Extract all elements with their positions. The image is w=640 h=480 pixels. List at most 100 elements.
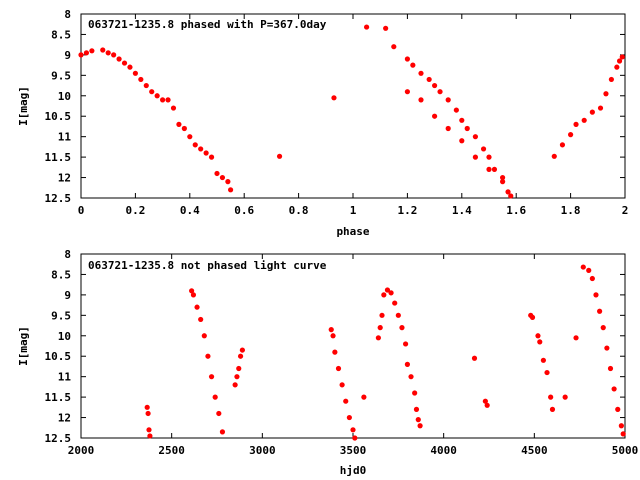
phased-data-point <box>219 174 226 181</box>
phased-ticks: 0 0.2 0.4 0.6 0.8 1 1.2 1.4 1.6 1.8 2 8 8.5 9 9.5 10 10.… <box>45 8 629 217</box>
unphased-data-point <box>335 365 342 372</box>
phased-data-point <box>573 121 579 127</box>
phased-y-tick-label: 9 <box>64 49 71 62</box>
phased-data-point <box>551 153 557 159</box>
phased-data-point <box>508 193 514 199</box>
phased-data-point <box>127 64 133 70</box>
phased-data-point <box>331 95 337 101</box>
phased-data-point <box>472 154 478 160</box>
phased-data-point <box>597 105 604 111</box>
unphased-data-point <box>549 406 556 412</box>
phased-y-tick-label: 11.5 <box>45 151 72 164</box>
unphased-data-point <box>328 327 334 333</box>
unphased-data-point <box>388 290 394 296</box>
unphased-data-point <box>144 404 150 410</box>
phased-data-point <box>581 117 587 123</box>
phased-data-point <box>589 109 595 115</box>
phased-data-point <box>89 48 95 54</box>
phased-data-point <box>404 89 410 95</box>
phased-data-point <box>138 76 144 83</box>
phased-data-point <box>459 117 465 123</box>
phased-plot-frame <box>80 13 626 199</box>
unphased-data-point <box>234 374 240 380</box>
phased-data-point <box>426 76 432 83</box>
phased-y-tick-label: 8.5 <box>51 28 71 41</box>
unphased-data-point <box>615 406 621 412</box>
unphased-data-point <box>537 339 543 345</box>
unphased-data-point <box>201 333 207 339</box>
unphased-data-point <box>412 390 418 396</box>
unphased-data-point <box>395 312 401 318</box>
unphased-data-point <box>415 417 421 423</box>
phased-data-point <box>619 54 625 60</box>
unphased-data-point <box>237 353 244 359</box>
phased-data-point <box>614 64 620 70</box>
unphased-data-point <box>346 414 352 421</box>
unphased-x-tick-label: 4000 <box>430 444 457 457</box>
phased-data-point <box>616 58 623 64</box>
phased-x-tick-label: 1.8 <box>561 204 581 217</box>
unphased-data-point <box>535 333 541 339</box>
phased-x-tick-label: 1.4 <box>452 204 472 217</box>
phased-data-point <box>208 154 215 160</box>
phased-data-point <box>603 91 609 97</box>
unphased-points <box>144 264 626 441</box>
unphased-x-tick-label: 3000 <box>249 444 276 457</box>
unphased-data-point <box>413 406 420 412</box>
unphased-data-point <box>145 410 151 417</box>
unphased-data-point <box>607 365 614 372</box>
unphased-data-point <box>529 314 536 320</box>
phased-y-tick-label: 10 <box>58 90 71 103</box>
unphased-x-tick-label: 2500 <box>158 444 185 457</box>
unphased-x-tick-label: 5000 <box>612 444 639 457</box>
unphased-data-point <box>384 287 391 293</box>
unphased-data-point <box>573 335 579 341</box>
unphased-data-point <box>236 365 242 372</box>
phased-x-tick-label: 1.2 <box>397 204 417 217</box>
phased-data-point <box>181 125 187 132</box>
phased-x-tick-label: 1.6 <box>506 204 526 217</box>
phased-data-point <box>432 82 438 89</box>
phased-y-tick-label: 12 <box>58 172 71 185</box>
unphased-y-tick-label: 11 <box>58 371 72 384</box>
phased-data-point <box>116 56 122 62</box>
phased-data-point <box>464 125 470 132</box>
phased-data-point <box>486 166 492 172</box>
unphased-data-point <box>404 361 410 367</box>
phased-data-point <box>78 52 84 58</box>
phased-data-point <box>132 70 138 76</box>
phased-data-point <box>459 138 465 144</box>
unphased-y-tick-label: 12.5 <box>45 432 72 445</box>
unphased-data-point <box>544 369 550 376</box>
unphased-data-point <box>343 398 349 404</box>
phased-data-point <box>364 24 370 30</box>
phased-y-tick-label: 9.5 <box>51 69 71 82</box>
phased-data-point <box>608 76 615 83</box>
phased-x-tick-label: 0.4 <box>180 204 200 217</box>
phased-data-point <box>276 153 283 159</box>
unphased-data-point <box>146 427 152 433</box>
phased-data-point <box>165 97 171 103</box>
phased-data-point <box>480 146 487 152</box>
phased-y-tick-label: 8 <box>64 8 71 21</box>
phased-data-point <box>170 105 177 111</box>
unphased-data-point <box>239 347 245 353</box>
unphased-data-point <box>471 355 478 361</box>
phased-x-tick-label: 0.2 <box>125 204 145 217</box>
phased-data-point <box>149 89 155 95</box>
phased-data-point <box>111 52 117 58</box>
unphased-chart-title: 063721-1235.8 not phased light curve <box>88 259 327 272</box>
unphased-x-axis-label: hjd0 <box>340 464 367 477</box>
phased-y-tick-label: 10.5 <box>45 110 72 123</box>
phased-data-point <box>486 154 492 160</box>
unphased-data-point <box>620 431 626 437</box>
phased-data-point <box>410 62 416 68</box>
phased-y-tick-label: 12.5 <box>45 192 72 205</box>
phased-data-point <box>105 50 111 56</box>
phased-y-tick-label: 11 <box>58 131 72 144</box>
unphased-x-tick-label: 4500 <box>521 444 548 457</box>
unphased-y-tick-label: 10 <box>58 330 71 343</box>
phased-data-point <box>228 187 234 193</box>
